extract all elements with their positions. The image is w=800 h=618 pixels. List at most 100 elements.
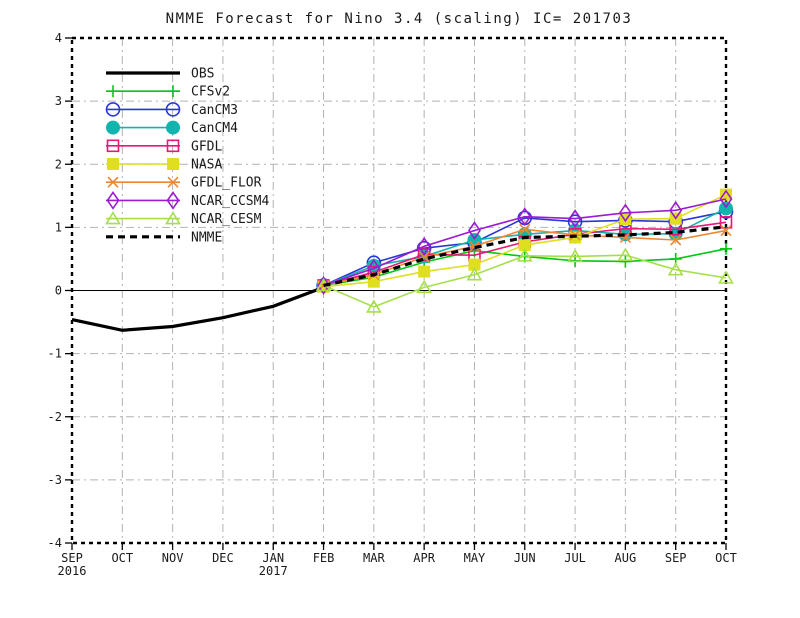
x-axis: SEP OCT NOV DEC JAN FEB MAR APR MAY JUN JUL AUG SEP O… [58, 543, 737, 578]
x-tick-label: JAN [262, 551, 284, 565]
y-axis: 4 3 2 1 0 -1 -2 -3 -4 [48, 31, 72, 550]
series-NCAR_CCSM4 [317, 189, 733, 295]
series-line [323, 210, 727, 287]
data-point-marker [417, 248, 431, 261]
legend-item-NCAR_CESM: NCAR_CESM [105, 211, 262, 227]
data-point-marker [167, 158, 179, 170]
x-year-label: 2016 [58, 564, 87, 578]
x-tick-label: FEB [313, 551, 335, 565]
data-point-marker [417, 236, 431, 256]
data-point-marker [617, 247, 634, 261]
x-tick-label: MAR [363, 551, 385, 565]
legend-label: NCAR_CCSM4 [191, 194, 269, 209]
x-tick-label: OCT [715, 551, 737, 565]
data-point-marker [107, 176, 119, 188]
x-tick-label: NOV [162, 551, 184, 565]
x-tick-label: JUL [564, 551, 586, 565]
data-point-marker [720, 188, 732, 201]
data-point-marker [416, 279, 433, 294]
legend-item-GFDL_FLOR: GFDL_FLOR [106, 176, 262, 191]
legend-label: CanCM3 [191, 103, 238, 118]
data-point-marker [317, 276, 331, 295]
legend-label: CFSv2 [191, 85, 230, 100]
data-point-marker [718, 270, 734, 284]
y-tick-label: 0 [55, 284, 62, 298]
data-point-marker [167, 176, 179, 188]
legend-label: CanCM4 [191, 121, 238, 136]
series-OBS [71, 285, 325, 332]
y-tick-label: -4 [48, 536, 62, 550]
x-tick-label: DEC [212, 551, 234, 565]
data-point-marker [106, 120, 120, 135]
series-line [71, 285, 325, 332]
series-NCAR_CESM [315, 247, 734, 313]
data-point-marker [619, 231, 631, 244]
x-tick-label: MAY [464, 551, 486, 565]
legend: OBS CFSv2 CanCM3 CanCM4 GFDL NASA GFDL_FLOR NCA… [105, 67, 269, 245]
chart-title: NMME Forecast for Nino 3.4 (scaling) IC=… [165, 11, 633, 27]
data-point-marker [719, 201, 733, 216]
legend-label: NMME [191, 230, 222, 245]
data-point-marker [166, 139, 180, 153]
data-point-marker [106, 139, 120, 153]
legend-item-NMME: NMME [106, 230, 222, 245]
data-point-marker [105, 102, 121, 117]
gridlines [72, 38, 726, 543]
legend-item-GFDL: GFDL [106, 139, 222, 154]
y-tick-label: 4 [55, 31, 62, 45]
series-line [323, 225, 727, 288]
data-point-marker [365, 299, 382, 313]
data-point-marker [166, 190, 180, 210]
series-line [323, 254, 727, 308]
data-point-marker [519, 223, 531, 235]
data-point-marker [720, 224, 732, 237]
x-tick-label: AUG [615, 551, 637, 565]
data-point-marker [567, 248, 583, 263]
data-point-marker [518, 207, 532, 227]
legend-item-OBS: OBS [106, 67, 214, 82]
data-point-marker [518, 239, 531, 252]
x-tick-label: OCT [111, 551, 133, 565]
data-point-marker [165, 211, 181, 225]
data-point-marker [166, 120, 180, 135]
x-tick-label: APR [413, 551, 435, 565]
data-point-marker [466, 267, 483, 281]
legend-label: NASA [191, 158, 222, 173]
x-year-label: 2017 [259, 564, 288, 578]
y-tick-label: -1 [48, 347, 62, 361]
data-point-marker [667, 262, 684, 276]
y-tick-label: -2 [48, 410, 62, 424]
series-line [323, 198, 727, 287]
data-point-marker [367, 258, 381, 278]
data-point-marker [468, 240, 481, 252]
data-point-marker [516, 248, 533, 262]
legend-label: GFDL_FLOR [191, 176, 262, 191]
data-point-marker [669, 200, 683, 220]
x-tick-label: SEP [61, 551, 83, 565]
series-NMME [323, 225, 727, 288]
legend-label: GFDL [191, 139, 222, 154]
x-tick-label: JUN [514, 551, 536, 565]
y-tick-label: 2 [55, 157, 62, 171]
y-tick-label: 3 [55, 94, 62, 108]
data-point-marker [670, 234, 682, 246]
y-tick-label: -3 [48, 473, 62, 487]
legend-item-CanCM3: CanCM3 [105, 102, 238, 118]
x-tick-label: SEP [665, 551, 687, 565]
data-point-marker [618, 203, 632, 223]
legend-label: OBS [191, 67, 214, 82]
legend-label: NCAR_CESM [191, 212, 262, 227]
legend-item-CFSv2: CFSv2 [106, 85, 230, 100]
data-point-marker [568, 209, 582, 228]
data-point-marker [165, 102, 181, 117]
data-point-marker [105, 211, 121, 225]
legend-item-NASA: NASA [106, 158, 222, 173]
legend-item-NCAR_CCSM4: NCAR_CCSM4 [106, 190, 269, 210]
legend-item-CanCM4: CanCM4 [106, 120, 238, 136]
data-point-marker [107, 158, 119, 170]
data-point-marker [468, 258, 481, 271]
data-point-marker [418, 265, 431, 278]
data-point-marker [106, 190, 120, 210]
